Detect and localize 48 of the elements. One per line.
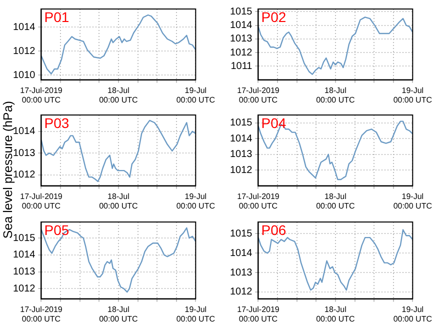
- x-tick-label: 17-Jul-2019 00:00 UTC: [237, 86, 280, 104]
- x-tick-label: 18-Jul 00:00 UTC: [316, 86, 356, 104]
- y-tick-label: 1014: [12, 126, 36, 138]
- y-tick-label: 1013: [230, 34, 253, 45]
- y-tick-label: 1012: [12, 46, 36, 57]
- y-tick-label: 1014: [12, 250, 36, 261]
- y-tick-label: 1010: [12, 70, 36, 81]
- chart-title: P04: [261, 114, 286, 131]
- chart-title: P01: [44, 8, 70, 25]
- y-tick-label: 1013: [230, 149, 253, 160]
- y-tick-label: 1015: [12, 232, 36, 244]
- y-tick-label: 1012: [12, 170, 36, 181]
- x-tick-label: 19-Jul 00:00 UTC: [393, 192, 432, 210]
- x-tick-label: 17-Jul-2019 00:00 UTC: [20, 304, 63, 324]
- y-tick-label: 1013: [230, 267, 253, 278]
- x-tick-label: 19-Jul 00:00 UTC: [176, 86, 216, 104]
- chart-title: P02: [261, 8, 286, 25]
- y-tick-label: 1011: [230, 60, 253, 72]
- y-tick-label: 1012: [230, 286, 253, 298]
- y-tick-label: 1014: [12, 22, 36, 33]
- y-tick-label: 1015: [230, 118, 253, 129]
- y-axis-title: Sea level pressure (hPa): [1, 101, 15, 239]
- x-tick-label: 18-Jul 00:00 UTC: [316, 192, 356, 210]
- x-tick-label: 18-Jul 00:00 UTC: [99, 192, 138, 210]
- y-tick-label: 1014: [230, 20, 253, 32]
- y-tick-label: 1012: [230, 164, 253, 176]
- x-tick-label: 17-Jul-2019 00:00 UTC: [237, 304, 280, 324]
- chart-title: P05: [44, 222, 70, 238]
- chart-title: P06: [261, 222, 286, 238]
- y-tick-label: 1015: [230, 6, 253, 18]
- x-tick-label: 17-Jul-2019 00:00 UTC: [20, 86, 63, 104]
- y-tick-label: 1014: [230, 133, 253, 144]
- y-tick-label: 1013: [12, 266, 36, 278]
- x-tick-label: 17-Jul-2019 00:00 UTC: [20, 192, 63, 210]
- x-tick-label: 18-Jul 00:00 UTC: [316, 304, 356, 324]
- x-tick-label: 17-Jul-2019 00:00 UTC: [237, 192, 280, 210]
- chart-title: P03: [44, 114, 70, 131]
- x-tick-label: 18-Jul 00:00 UTC: [99, 86, 138, 104]
- y-tick-label: 1014: [230, 248, 253, 259]
- x-tick-label: 19-Jul 00:00 UTC: [176, 192, 216, 210]
- y-tick-label: 1015: [230, 228, 253, 240]
- x-tick-label: 18-Jul 00:00 UTC: [99, 304, 138, 324]
- x-tick-label: 19-Jul 00:00 UTC: [393, 304, 432, 324]
- y-tick-label: 1012: [230, 47, 253, 58]
- y-tick-label: 1013: [12, 148, 36, 159]
- x-tick-label: 19-Jul 00:00 UTC: [393, 86, 432, 104]
- y-tick-label: 1012: [12, 283, 36, 294]
- x-tick-label: 19-Jul 00:00 UTC: [176, 304, 216, 324]
